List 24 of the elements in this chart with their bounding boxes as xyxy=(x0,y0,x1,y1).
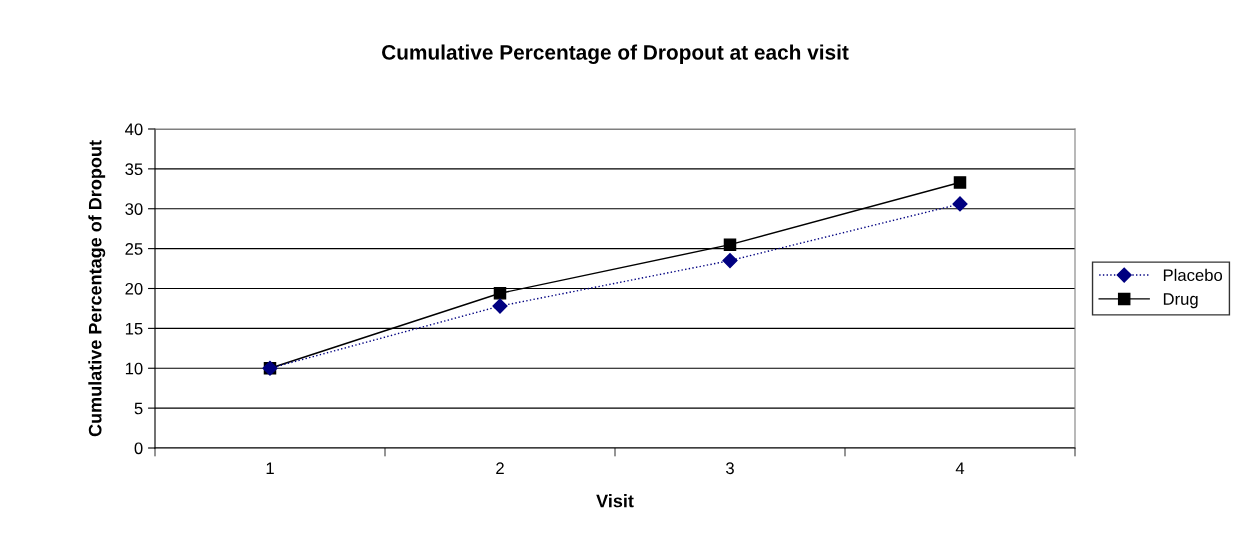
x-tick-label: 3 xyxy=(726,462,734,475)
point xyxy=(953,176,967,189)
x-tick-label: 1 xyxy=(266,462,274,474)
point xyxy=(493,287,507,300)
y-tick-label: 25 xyxy=(125,243,143,255)
y-tick-label: 30 xyxy=(125,203,143,215)
legend-label: Placebo xyxy=(1163,268,1223,282)
y-tick-label: 10 xyxy=(125,362,143,375)
chart-title: Cumulative Percentage of Dropout at each visit xyxy=(382,44,849,64)
y-tick-label: 15 xyxy=(125,322,143,335)
point xyxy=(952,196,968,212)
legend-label: Drug xyxy=(1163,293,1198,309)
point xyxy=(723,238,737,251)
x-tick-label: 2 xyxy=(496,462,504,474)
x-tick-label: 4 xyxy=(955,462,965,474)
y-tick-label: 0 xyxy=(134,442,143,455)
y-tick-label: 20 xyxy=(125,282,143,295)
y-tick-label: 5 xyxy=(134,402,143,415)
point xyxy=(722,253,738,269)
y-tick-label: 35 xyxy=(125,163,143,176)
x-axis-title: Visit xyxy=(596,494,634,508)
point xyxy=(492,298,508,314)
y-tick-label: 40 xyxy=(125,123,143,136)
y-axis-title: Cumulative Percentage of Dropout xyxy=(88,140,106,437)
